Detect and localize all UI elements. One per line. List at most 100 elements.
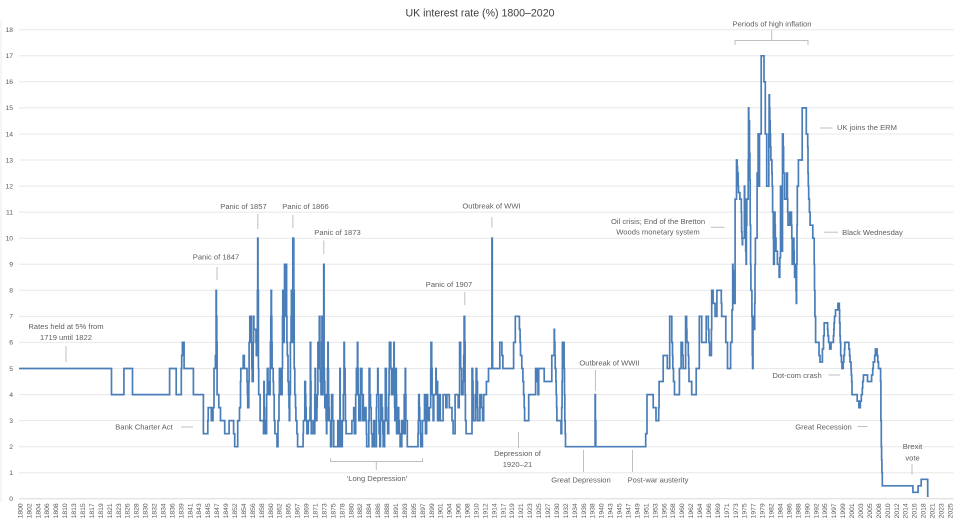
svg-text:1810: 1810 <box>62 503 69 518</box>
svg-text:Outbreak of WWI: Outbreak of WWI <box>462 202 520 211</box>
svg-text:2014: 2014 <box>903 503 910 518</box>
svg-text:Brexit: Brexit <box>903 442 923 451</box>
svg-text:1962: 1962 <box>688 503 695 518</box>
svg-text:Great Depression: Great Depression <box>551 476 611 485</box>
svg-text:1878: 1878 <box>339 503 346 518</box>
svg-text:2025: 2025 <box>947 503 954 518</box>
svg-text:Periods of high inflation: Periods of high inflation <box>733 20 812 29</box>
svg-text:1884: 1884 <box>366 503 373 518</box>
svg-text:1891: 1891 <box>393 503 400 518</box>
svg-text:1947: 1947 <box>626 503 633 518</box>
svg-text:2001: 2001 <box>849 503 856 518</box>
svg-text:Panic of 1847: Panic of 1847 <box>193 253 239 262</box>
svg-text:1986: 1986 <box>786 503 793 518</box>
svg-text:1834: 1834 <box>161 503 168 518</box>
svg-text:2023: 2023 <box>939 503 946 518</box>
svg-text:6: 6 <box>9 340 13 347</box>
svg-text:Panic of 1907: Panic of 1907 <box>426 280 472 289</box>
svg-text:8: 8 <box>9 288 13 295</box>
svg-text:1956: 1956 <box>661 503 668 518</box>
svg-text:‘Long Depression’: ‘Long Depression’ <box>347 474 408 483</box>
svg-text:2010: 2010 <box>885 503 892 518</box>
svg-text:1845: 1845 <box>205 503 212 518</box>
svg-text:1999: 1999 <box>840 503 847 518</box>
svg-text:1826: 1826 <box>125 503 132 518</box>
svg-text:1951: 1951 <box>643 503 650 518</box>
svg-text:1979: 1979 <box>760 503 767 518</box>
svg-text:1984: 1984 <box>778 503 785 518</box>
svg-text:1949: 1949 <box>634 503 641 518</box>
svg-text:1802: 1802 <box>26 503 33 518</box>
svg-text:1953: 1953 <box>652 503 659 518</box>
svg-text:1867: 1867 <box>295 503 302 518</box>
svg-text:1854: 1854 <box>241 503 248 518</box>
svg-text:1856: 1856 <box>250 503 257 518</box>
svg-text:1893: 1893 <box>402 503 409 518</box>
svg-text:1880: 1880 <box>348 503 355 518</box>
svg-text:1: 1 <box>9 470 13 477</box>
svg-text:1938: 1938 <box>590 503 597 518</box>
svg-text:12: 12 <box>5 183 13 190</box>
svg-text:1910: 1910 <box>474 503 481 518</box>
svg-text:1901: 1901 <box>438 503 445 518</box>
svg-text:1982: 1982 <box>769 503 776 518</box>
svg-text:1936: 1936 <box>581 503 588 518</box>
svg-text:1817: 1817 <box>89 503 96 518</box>
svg-text:1914: 1914 <box>491 503 498 518</box>
svg-text:1823: 1823 <box>116 503 123 518</box>
svg-text:Panic of 1866: Panic of 1866 <box>282 202 328 211</box>
svg-text:15: 15 <box>5 105 13 112</box>
svg-text:1971: 1971 <box>724 503 731 518</box>
svg-text:1969: 1969 <box>715 503 722 518</box>
svg-text:1719 until 1822: 1719 until 1822 <box>40 333 92 342</box>
svg-text:9: 9 <box>9 262 13 269</box>
svg-text:1930: 1930 <box>554 503 561 518</box>
svg-text:1897: 1897 <box>420 503 427 518</box>
svg-text:1813: 1813 <box>71 503 78 518</box>
svg-text:Great Recession: Great Recession <box>795 423 852 432</box>
svg-text:1934: 1934 <box>572 503 579 518</box>
svg-text:4: 4 <box>9 392 13 399</box>
svg-text:1995: 1995 <box>822 503 829 518</box>
svg-text:1904: 1904 <box>447 503 454 518</box>
svg-text:2008: 2008 <box>876 503 883 518</box>
svg-text:1960: 1960 <box>679 503 686 518</box>
svg-text:1800: 1800 <box>17 503 24 518</box>
svg-text:1906: 1906 <box>456 503 463 518</box>
svg-text:1849: 1849 <box>223 503 230 518</box>
svg-text:1860: 1860 <box>268 503 275 518</box>
svg-text:2016: 2016 <box>912 503 919 518</box>
svg-text:UK interest rate (%) 1800–2020: UK interest rate (%) 1800–2020 <box>406 8 555 20</box>
svg-text:13: 13 <box>5 157 13 164</box>
svg-text:1908: 1908 <box>465 503 472 518</box>
svg-text:0: 0 <box>9 496 13 503</box>
svg-text:1966: 1966 <box>706 503 713 518</box>
svg-text:1843: 1843 <box>196 503 203 518</box>
svg-text:1836: 1836 <box>169 503 176 518</box>
svg-text:Bank Charter Act: Bank Charter Act <box>115 423 173 432</box>
svg-text:1808: 1808 <box>53 503 60 518</box>
svg-text:Black Wednesday: Black Wednesday <box>842 228 903 237</box>
svg-text:1895: 1895 <box>411 503 418 518</box>
svg-text:1806: 1806 <box>44 503 51 518</box>
svg-text:1821: 1821 <box>107 503 114 518</box>
svg-text:1977: 1977 <box>751 503 758 518</box>
svg-text:1830: 1830 <box>143 503 150 518</box>
svg-text:5: 5 <box>9 366 13 373</box>
svg-text:1873: 1873 <box>321 503 328 518</box>
svg-text:Rates held at 5% from: Rates held at 5% from <box>28 322 103 331</box>
svg-text:1975: 1975 <box>742 503 749 518</box>
svg-text:7: 7 <box>9 314 13 321</box>
svg-text:1888: 1888 <box>384 503 391 518</box>
svg-text:11: 11 <box>6 209 13 216</box>
svg-text:1990: 1990 <box>804 503 811 518</box>
svg-text:1847: 1847 <box>214 503 221 518</box>
svg-text:Outbreak of WWII: Outbreak of WWII <box>579 359 639 368</box>
svg-text:1869: 1869 <box>304 503 311 518</box>
svg-text:1992: 1992 <box>813 503 820 518</box>
svg-text:1912: 1912 <box>482 503 489 518</box>
svg-text:Dot-com crash: Dot-com crash <box>772 371 821 380</box>
svg-text:1819: 1819 <box>98 503 105 518</box>
svg-text:vote: vote <box>905 454 919 463</box>
svg-text:1828: 1828 <box>134 503 141 518</box>
